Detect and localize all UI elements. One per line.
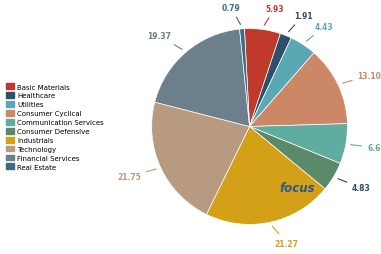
- Text: 19.37: 19.37: [148, 32, 182, 50]
- Wedge shape: [245, 29, 280, 127]
- Text: 1.91: 1.91: [288, 12, 312, 33]
- Wedge shape: [250, 127, 340, 189]
- Wedge shape: [155, 30, 250, 127]
- Text: 6.62: 6.62: [351, 144, 381, 153]
- Wedge shape: [250, 39, 314, 127]
- Wedge shape: [250, 35, 291, 127]
- Wedge shape: [240, 30, 250, 127]
- Text: 13.10: 13.10: [343, 72, 381, 84]
- Text: 4.83: 4.83: [338, 179, 371, 193]
- Wedge shape: [152, 103, 250, 215]
- Text: 4.43: 4.43: [306, 23, 334, 42]
- Text: focus: focus: [279, 181, 315, 194]
- Wedge shape: [207, 127, 325, 225]
- Text: 21.27: 21.27: [272, 226, 299, 248]
- Text: 5.93: 5.93: [264, 5, 284, 26]
- Wedge shape: [250, 124, 347, 164]
- Text: 0.79: 0.79: [222, 4, 240, 25]
- Text: guru: guru: [238, 181, 269, 194]
- Text: 21.75: 21.75: [117, 169, 156, 181]
- Legend: Basic Materials, Healthcare, Utilities, Consumer Cyclical, Communication Service: Basic Materials, Healthcare, Utilities, …: [6, 84, 104, 170]
- Wedge shape: [250, 54, 347, 127]
